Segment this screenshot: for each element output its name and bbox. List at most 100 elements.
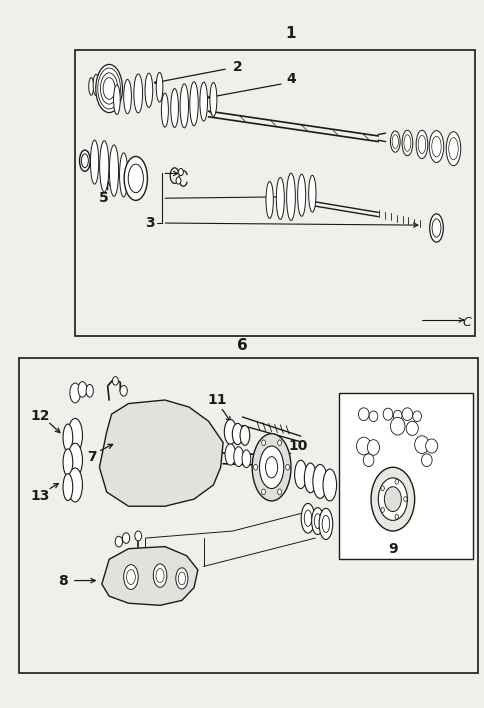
Ellipse shape — [156, 569, 164, 583]
Ellipse shape — [170, 88, 178, 127]
Ellipse shape — [95, 64, 122, 113]
Ellipse shape — [405, 421, 417, 435]
Ellipse shape — [90, 140, 99, 184]
Ellipse shape — [123, 565, 138, 589]
Ellipse shape — [391, 135, 397, 149]
Ellipse shape — [189, 81, 198, 126]
Text: 8: 8 — [58, 573, 68, 588]
Ellipse shape — [311, 508, 323, 535]
Ellipse shape — [128, 164, 143, 193]
Bar — [19, 358, 477, 673]
Ellipse shape — [175, 568, 187, 589]
Polygon shape — [102, 547, 197, 605]
Ellipse shape — [63, 474, 73, 501]
Text: 12: 12 — [30, 409, 50, 423]
Ellipse shape — [445, 132, 460, 166]
Ellipse shape — [119, 153, 127, 197]
Ellipse shape — [98, 68, 120, 109]
Ellipse shape — [112, 377, 118, 385]
Ellipse shape — [301, 503, 314, 533]
Text: 10: 10 — [288, 439, 307, 453]
Ellipse shape — [115, 537, 122, 547]
Ellipse shape — [368, 411, 377, 422]
Ellipse shape — [401, 408, 412, 421]
Ellipse shape — [277, 489, 281, 495]
Ellipse shape — [252, 433, 290, 501]
Ellipse shape — [120, 385, 127, 396]
Ellipse shape — [68, 443, 82, 477]
Ellipse shape — [322, 469, 336, 501]
Ellipse shape — [286, 173, 295, 220]
Ellipse shape — [78, 382, 87, 397]
Ellipse shape — [380, 486, 383, 491]
Text: 1: 1 — [285, 25, 296, 41]
Ellipse shape — [276, 178, 284, 219]
Ellipse shape — [153, 564, 166, 588]
Ellipse shape — [415, 130, 427, 159]
Ellipse shape — [314, 514, 320, 528]
Ellipse shape — [412, 411, 421, 422]
Ellipse shape — [429, 214, 442, 242]
Ellipse shape — [81, 154, 88, 168]
Ellipse shape — [109, 145, 118, 196]
Ellipse shape — [199, 82, 207, 121]
Text: 2: 2 — [232, 60, 242, 74]
Ellipse shape — [126, 569, 135, 585]
Ellipse shape — [303, 510, 311, 527]
Text: 7: 7 — [87, 450, 97, 464]
Ellipse shape — [285, 464, 289, 470]
Ellipse shape — [240, 426, 249, 445]
Ellipse shape — [68, 418, 82, 452]
Ellipse shape — [297, 174, 305, 216]
Ellipse shape — [79, 150, 90, 171]
Ellipse shape — [358, 408, 368, 421]
Ellipse shape — [414, 435, 428, 454]
Ellipse shape — [134, 74, 142, 113]
Ellipse shape — [103, 78, 115, 99]
Ellipse shape — [265, 457, 277, 478]
Ellipse shape — [308, 176, 316, 212]
Ellipse shape — [261, 489, 265, 495]
Bar — [75, 50, 474, 336]
Ellipse shape — [417, 135, 425, 154]
Ellipse shape — [370, 467, 414, 531]
Ellipse shape — [124, 156, 147, 200]
Ellipse shape — [390, 417, 404, 435]
Text: 6: 6 — [237, 338, 247, 353]
Ellipse shape — [294, 460, 306, 489]
Ellipse shape — [122, 532, 129, 544]
Polygon shape — [99, 400, 223, 506]
Ellipse shape — [68, 468, 82, 502]
Ellipse shape — [233, 447, 243, 467]
Ellipse shape — [100, 141, 108, 192]
Ellipse shape — [378, 478, 407, 520]
Ellipse shape — [393, 411, 401, 421]
Ellipse shape — [380, 508, 383, 513]
Ellipse shape — [261, 440, 265, 445]
Ellipse shape — [161, 93, 168, 127]
Ellipse shape — [367, 440, 378, 455]
Ellipse shape — [176, 177, 181, 184]
Ellipse shape — [265, 181, 273, 218]
Ellipse shape — [156, 72, 163, 102]
Ellipse shape — [89, 77, 93, 95]
Ellipse shape — [178, 169, 183, 176]
Ellipse shape — [403, 497, 406, 501]
Ellipse shape — [242, 450, 250, 468]
Ellipse shape — [210, 82, 216, 116]
Ellipse shape — [394, 479, 398, 484]
Ellipse shape — [113, 85, 120, 115]
Ellipse shape — [70, 383, 80, 403]
Ellipse shape — [318, 508, 332, 539]
Ellipse shape — [100, 73, 118, 104]
Text: 3: 3 — [145, 216, 155, 230]
Ellipse shape — [431, 219, 440, 237]
Ellipse shape — [63, 424, 73, 451]
Ellipse shape — [259, 446, 283, 489]
Ellipse shape — [93, 74, 99, 96]
Ellipse shape — [178, 572, 185, 585]
Ellipse shape — [253, 464, 257, 470]
Text: C: C — [461, 316, 470, 329]
Ellipse shape — [86, 384, 93, 397]
Ellipse shape — [321, 515, 329, 532]
